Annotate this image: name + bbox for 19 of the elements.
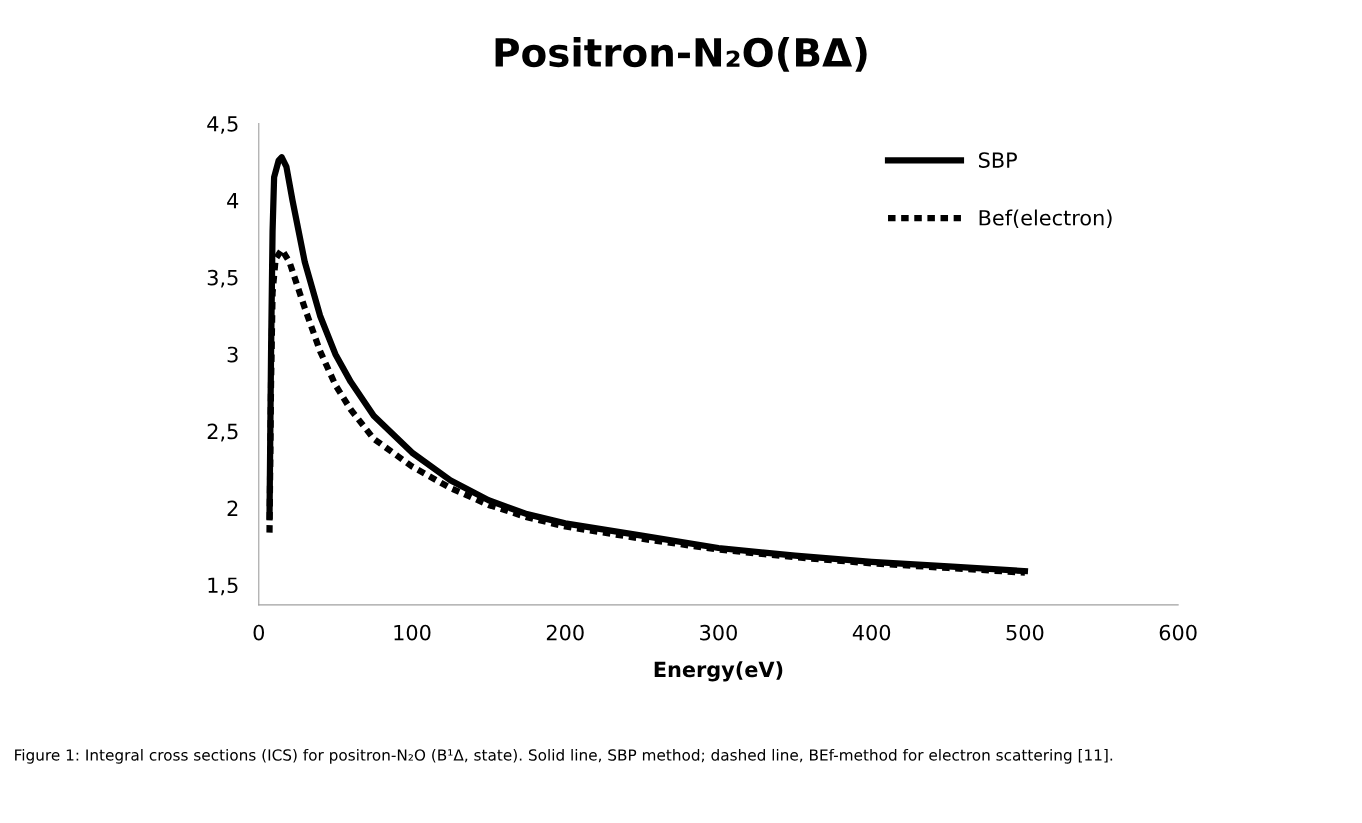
- caption: Figure 1: Integral cross sections (ICS) for positron-N₂O (B¹Δ, state). Solid line, SBP method; dashed line, BEf-method for electron scattering [11].: [15, 748, 1113, 764]
- y-tick-label: 4: [227, 193, 239, 209]
- x-tick-label: 400: [852, 624, 891, 641]
- x-axis-title: Energy(eV): [654, 661, 783, 682]
- y-tick-label: 4,5: [207, 116, 238, 134]
- x-tick-label: 600: [1159, 624, 1197, 641]
- x-tick-label: 500: [1006, 624, 1044, 641]
- x-tick-label: 100: [394, 624, 431, 641]
- x-tick-label: 200: [546, 624, 584, 641]
- y-tick-label: 2,5: [207, 423, 238, 442]
- x-tick-label: 300: [700, 624, 737, 641]
- legend-label: SBP: [978, 152, 1017, 168]
- y-tick-label: 3: [227, 346, 238, 363]
- legend-label: Bef(electron): [979, 209, 1112, 229]
- y-tick-label: 3,5: [207, 269, 238, 288]
- x-tick-label: 0: [253, 624, 265, 641]
- chart-title: Positron-N₂O(BΔ): [495, 37, 867, 72]
- y-tick-label: 2: [227, 500, 238, 516]
- y-tick-label: 1,5: [208, 577, 238, 596]
